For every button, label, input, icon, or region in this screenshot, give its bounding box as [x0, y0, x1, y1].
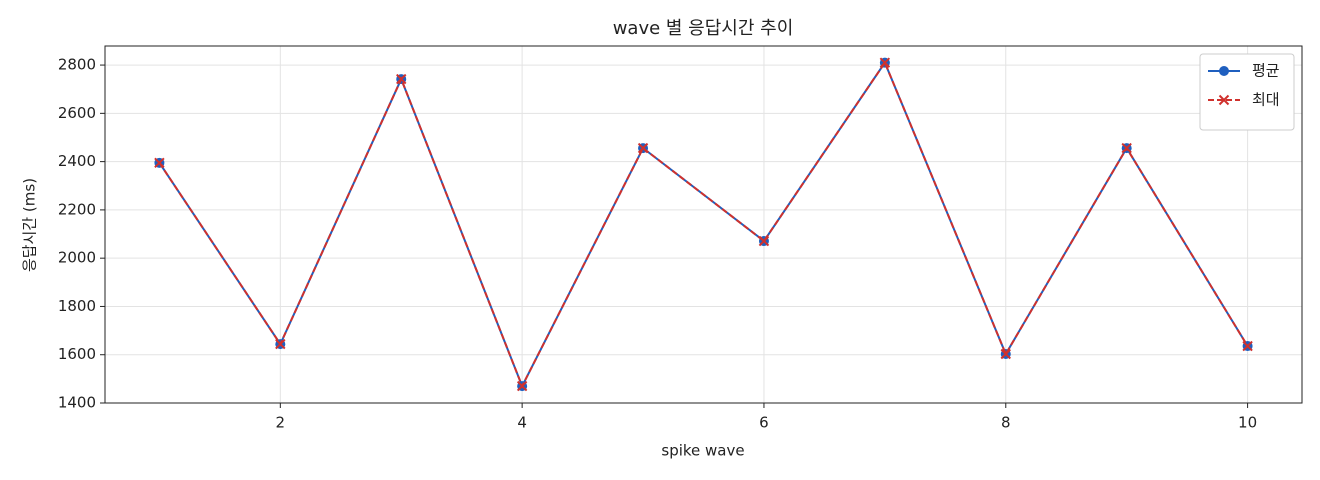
legend-marker	[1218, 94, 1230, 106]
y-tick-label: 2200	[58, 200, 96, 218]
x-tick-label: 4	[517, 414, 527, 432]
y-tick-label: 2400	[58, 152, 96, 170]
point	[396, 73, 407, 85]
point	[758, 235, 770, 247]
point	[1242, 340, 1253, 352]
point	[516, 380, 528, 392]
plot-frame	[104, 45, 1303, 404]
legend-label: 평균	[1252, 62, 1280, 80]
x-tick-label: 10	[1238, 414, 1257, 432]
series-line	[158, 60, 1249, 389]
point	[154, 157, 165, 169]
point	[637, 142, 649, 154]
y-tick-label: 2000	[58, 249, 96, 267]
y-tick-label: 1800	[58, 297, 96, 315]
legend-label: 최대	[1252, 91, 1280, 109]
point	[1121, 142, 1132, 154]
y-tick-label: 1600	[58, 345, 96, 363]
point	[879, 57, 891, 68]
point	[1000, 348, 1011, 360]
x-tick-label: 6	[759, 414, 769, 432]
chart-title: wave 별 응답시간 추이	[613, 18, 794, 39]
x-axis-label: spike wave	[661, 442, 744, 460]
y-tick-label: 2800	[58, 56, 96, 74]
x-tick-label: 8	[1001, 414, 1011, 432]
legend-box	[1199, 53, 1295, 131]
legend-marker	[1219, 66, 1229, 76]
y-tick-label: 2600	[58, 104, 96, 122]
y-axis-label: 응답시간 (ms)	[21, 178, 39, 272]
series-line	[158, 60, 1249, 389]
point	[275, 338, 286, 350]
x-tick-label: 2	[276, 414, 286, 432]
y-tick-label: 1400	[58, 394, 96, 412]
